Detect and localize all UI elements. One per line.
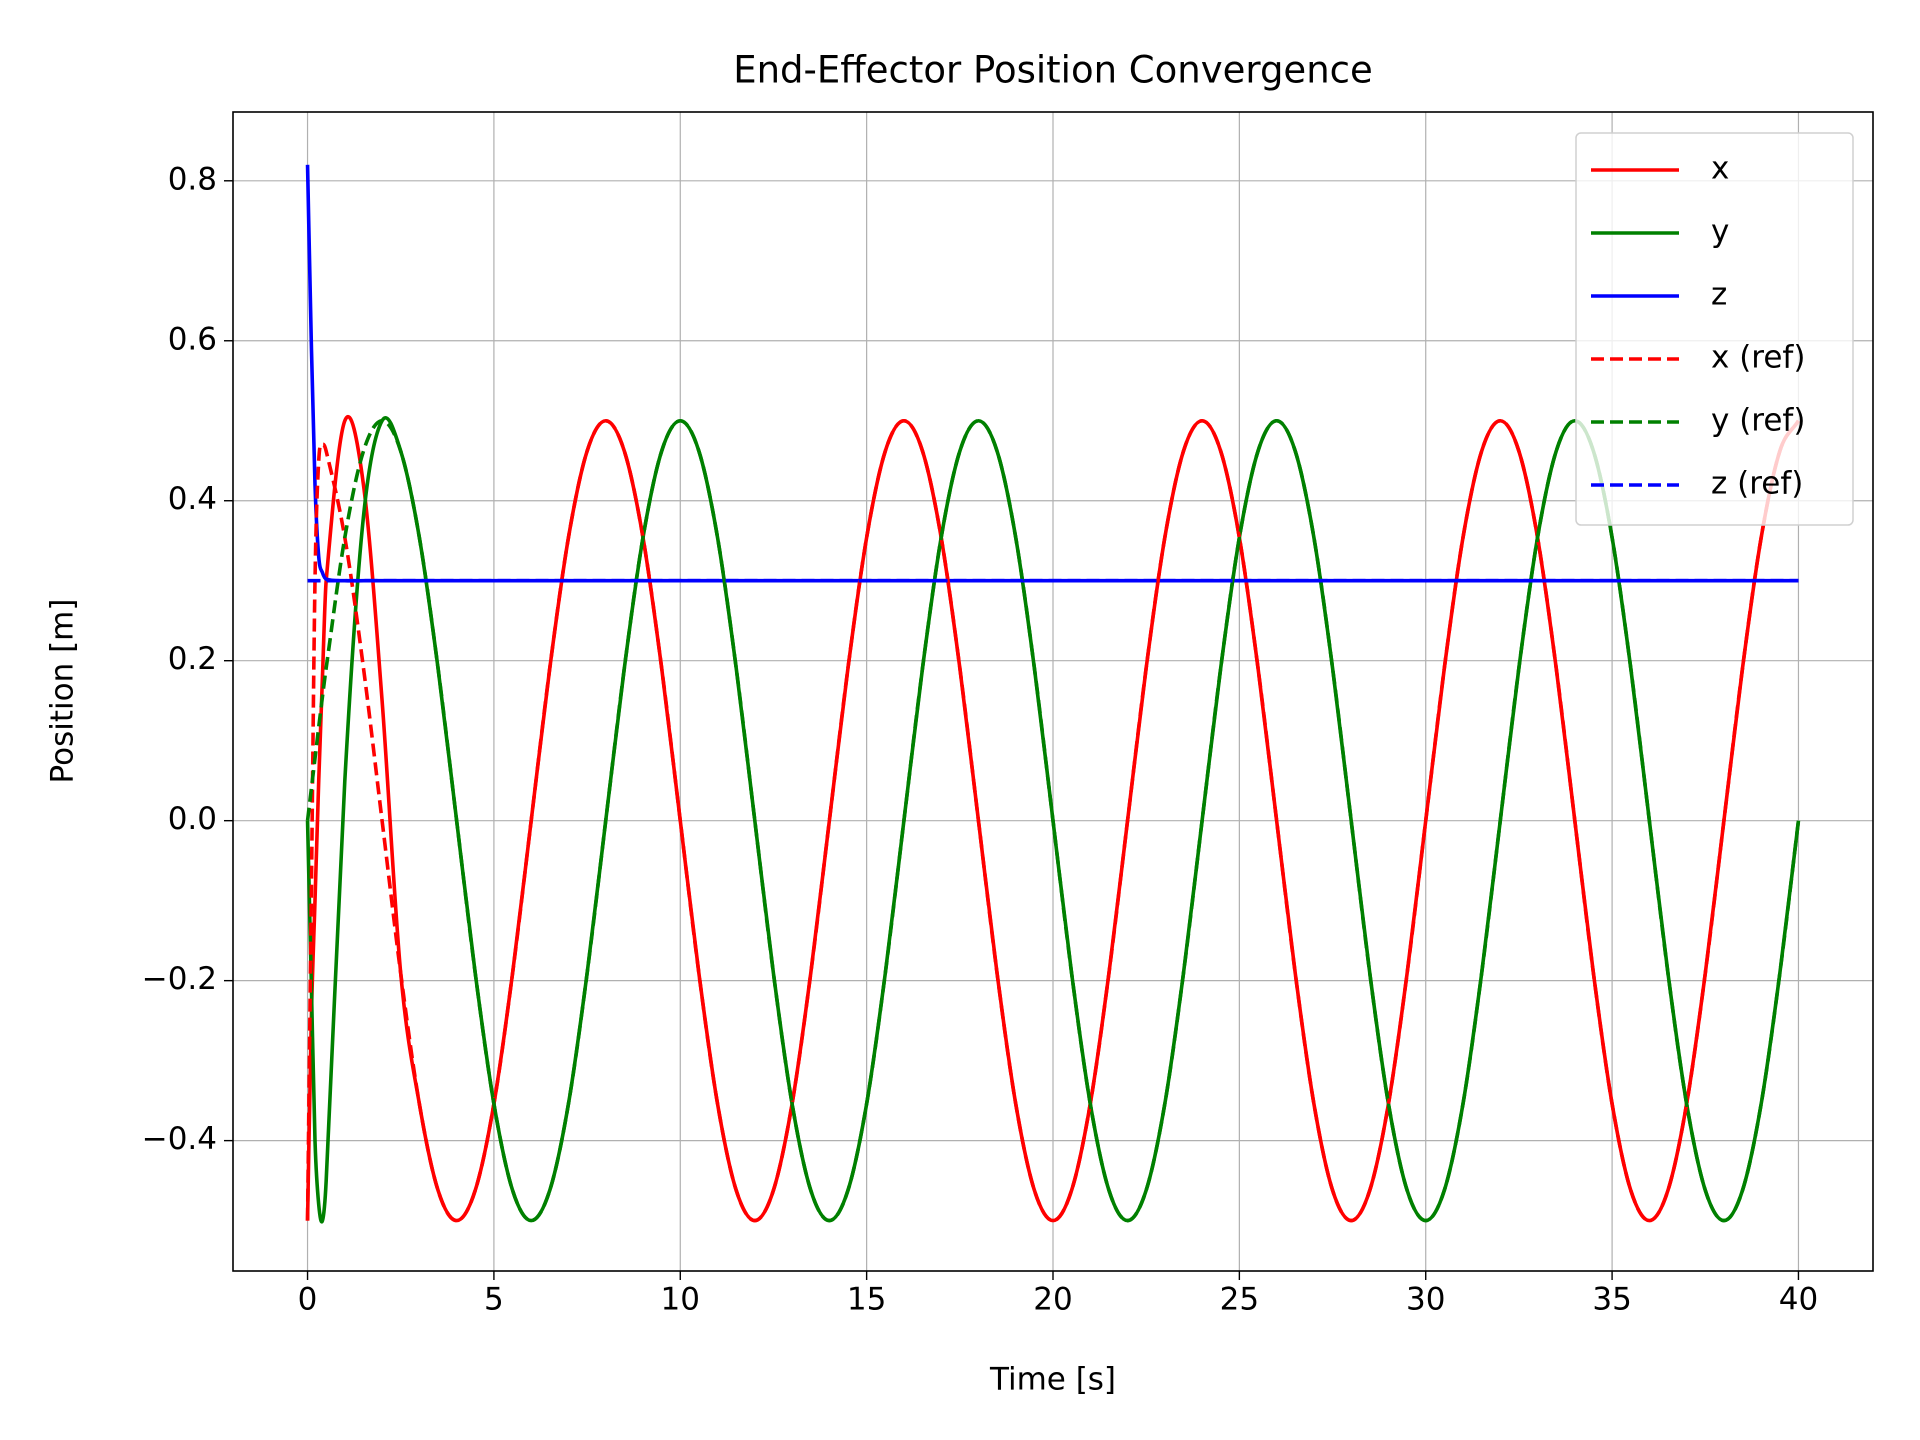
legend-label: z (ref) <box>1711 466 1803 502</box>
y-tick-label: 0.0 <box>168 801 217 837</box>
x-tick-label: 30 <box>1406 1282 1445 1318</box>
x-tick-label: 10 <box>661 1282 700 1318</box>
legend-label: x <box>1711 151 1729 187</box>
plot-frame <box>232 111 1874 1272</box>
legend-label: y (ref) <box>1711 403 1805 439</box>
legend-box <box>1575 132 1854 526</box>
x-tick-label: 25 <box>1220 1282 1259 1318</box>
legend-label: y <box>1711 214 1729 250</box>
y-tick-label: 0.4 <box>168 481 217 517</box>
y-tick-label: −0.2 <box>142 961 217 997</box>
x-tick-label: 40 <box>1779 1282 1818 1318</box>
y-axis-label: Position [m] <box>45 599 81 784</box>
legend-label: x (ref) <box>1711 340 1805 376</box>
x-tick-label: 35 <box>1592 1282 1631 1318</box>
y-tick-label: 0.2 <box>168 641 217 677</box>
y-tick-label: −0.4 <box>142 1121 217 1157</box>
chart-title: End-Effector Position Convergence <box>733 49 1373 92</box>
x-tick-label: 5 <box>484 1282 504 1318</box>
x-axis-label: Time [s] <box>989 1362 1116 1398</box>
line-series <box>305 418 1801 1223</box>
y-tick-label: 0.8 <box>168 161 217 197</box>
legend-label: z <box>1711 277 1727 313</box>
x-tick-label: 20 <box>1033 1282 1072 1318</box>
y-tick-label: 0.6 <box>168 321 217 357</box>
x-tick-label: 15 <box>847 1282 886 1318</box>
x-tick-label: 0 <box>298 1282 318 1318</box>
